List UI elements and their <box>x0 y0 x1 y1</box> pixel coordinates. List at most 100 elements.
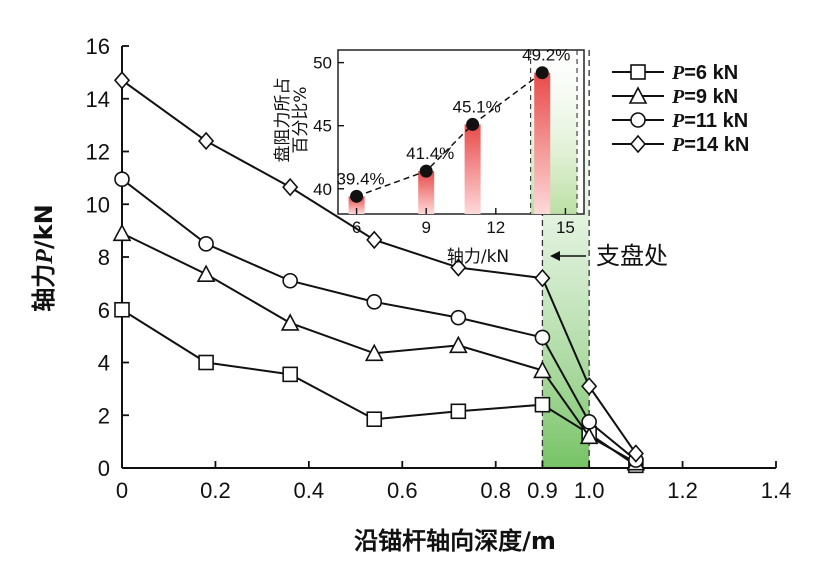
marker-diamond <box>366 230 383 250</box>
y-tick-label: 6 <box>98 298 110 323</box>
marker-square <box>450 403 467 420</box>
series-line <box>121 178 637 461</box>
inset-y-tick-label: 50 <box>313 54 332 73</box>
inset-value-label: 49.2% <box>522 46 570 65</box>
inset-trend: 39.4% 41.4% 45.1% 49.2% <box>336 46 570 203</box>
marker-square <box>366 411 383 428</box>
legend-label-rest: =14 kN <box>684 134 749 156</box>
inset-point <box>350 189 364 203</box>
inset-value-label: 39.4% <box>336 169 384 188</box>
inset-value-label: 45.1% <box>453 97 501 116</box>
y-tick-label: 8 <box>98 245 110 270</box>
marker-square <box>114 301 130 318</box>
x-tick-label: 1.2 <box>667 478 698 503</box>
legend-label-var: P <box>671 134 685 156</box>
marker-diamond <box>282 177 299 197</box>
marker-square <box>534 396 551 413</box>
annotation-label: 支盘处 <box>596 242 668 270</box>
marker-circle <box>534 329 551 346</box>
annotation-support-disc: 支盘处 <box>550 242 668 270</box>
y-tick-label: 14 <box>86 87 110 112</box>
marker-triangle <box>628 86 648 104</box>
inset-y-tick-label: 45 <box>313 117 332 136</box>
x-axis-title: 沿锚杆轴向深度/m <box>354 527 556 555</box>
x-tick-label: 0.2 <box>200 478 231 503</box>
marker-circle <box>198 236 214 252</box>
inset-x-tick-label: 15 <box>556 218 575 237</box>
inset-x-tick-label: 12 <box>486 218 505 237</box>
legend-label: P=9 kN <box>671 86 738 108</box>
x-tick-label: 1.0 <box>574 478 605 503</box>
legend-label: P=14 kN <box>671 134 749 156</box>
marker-circle <box>581 414 597 430</box>
x-tick-label: 0.8 <box>480 478 511 503</box>
y-axis-title-unit: /kN <box>30 204 58 249</box>
marker-circle <box>366 294 383 310</box>
x-tick-label: 0.6 <box>387 478 418 503</box>
marker-triangle <box>364 343 384 362</box>
inset-x-title: 轴力/kN <box>447 247 509 267</box>
marker-triangle <box>112 223 132 242</box>
inset-point <box>535 66 549 80</box>
y-tick-label: 16 <box>86 34 110 59</box>
legend-label-var: P <box>671 86 685 108</box>
x-tick-label: 0 <box>116 478 128 503</box>
legend-label-var: P <box>671 62 685 84</box>
series-line <box>121 79 637 455</box>
legend-label-rest: =9 kN <box>684 86 738 108</box>
marker-diamond <box>581 377 598 396</box>
inset-bar <box>534 72 551 214</box>
legend-label-rest: =6 kN <box>684 62 738 84</box>
inset-point <box>419 164 433 178</box>
marker-circle <box>114 171 130 187</box>
main-axes: 0 2 4 6 8 10 12 14 16 0 0.2 0.4 0.6 0.8 0.9 1.0 1.2 1.4 <box>86 34 792 503</box>
x-tick-label: 1.4 <box>761 478 792 503</box>
y-tick-label: 2 <box>98 403 110 428</box>
legend-label-var: P <box>671 110 685 132</box>
marker-triangle <box>196 264 216 282</box>
marker-diamond <box>534 268 551 288</box>
legend-label-rest: =11 kN <box>684 110 748 132</box>
y-tick-label: 0 <box>98 456 110 481</box>
marker-square <box>630 64 646 80</box>
series-diamond <box>113 71 644 463</box>
marker-circle <box>282 272 298 289</box>
marker-triangle <box>280 313 300 331</box>
x-tick-label: 0.9 <box>527 478 558 503</box>
marker-triangle <box>579 426 599 445</box>
marker-circle <box>450 309 467 326</box>
inset-bars <box>348 72 551 214</box>
y-tick-label: 12 <box>86 140 110 165</box>
y-axis-title-main: 轴力 <box>30 264 58 312</box>
marker-square <box>198 354 214 371</box>
legend: P=6 kNP=9 kNP=11 kNP=14 kN <box>612 62 749 156</box>
inset-x-tick-label: 9 <box>421 218 430 237</box>
inset-bar <box>418 171 435 214</box>
marker-triangle <box>449 335 468 354</box>
inset-axes: 40 45 50 6 9 12 15 <box>313 54 575 237</box>
x-tick-label: 0.4 <box>294 478 325 503</box>
y-axis-title-var: P <box>32 249 58 265</box>
marker-square <box>282 366 298 383</box>
series-line <box>121 232 637 464</box>
inset-y-title-line1: 盘阻力所占 <box>273 78 293 163</box>
marker-diamond <box>450 258 467 277</box>
marker-triangle <box>533 360 552 379</box>
inset-y-title-line2: 百分比% <box>291 86 311 153</box>
marker-circle <box>630 112 646 128</box>
annotation-arrow-head <box>550 251 560 261</box>
y-axis-title: 轴力P/kN <box>30 204 58 311</box>
marker-diamond <box>113 71 131 90</box>
inset-bar <box>464 124 481 214</box>
y-tick-label: 10 <box>86 192 110 217</box>
inset-point <box>466 117 480 131</box>
inset-y-tick-label: 40 <box>313 180 332 199</box>
legend-label: P=6 kN <box>671 62 738 84</box>
marker-diamond <box>629 134 647 154</box>
inset-dashed-line <box>356 72 543 198</box>
marker-diamond <box>627 444 644 463</box>
inset-value-label: 41.4% <box>406 144 454 163</box>
marker-diamond <box>198 131 215 151</box>
